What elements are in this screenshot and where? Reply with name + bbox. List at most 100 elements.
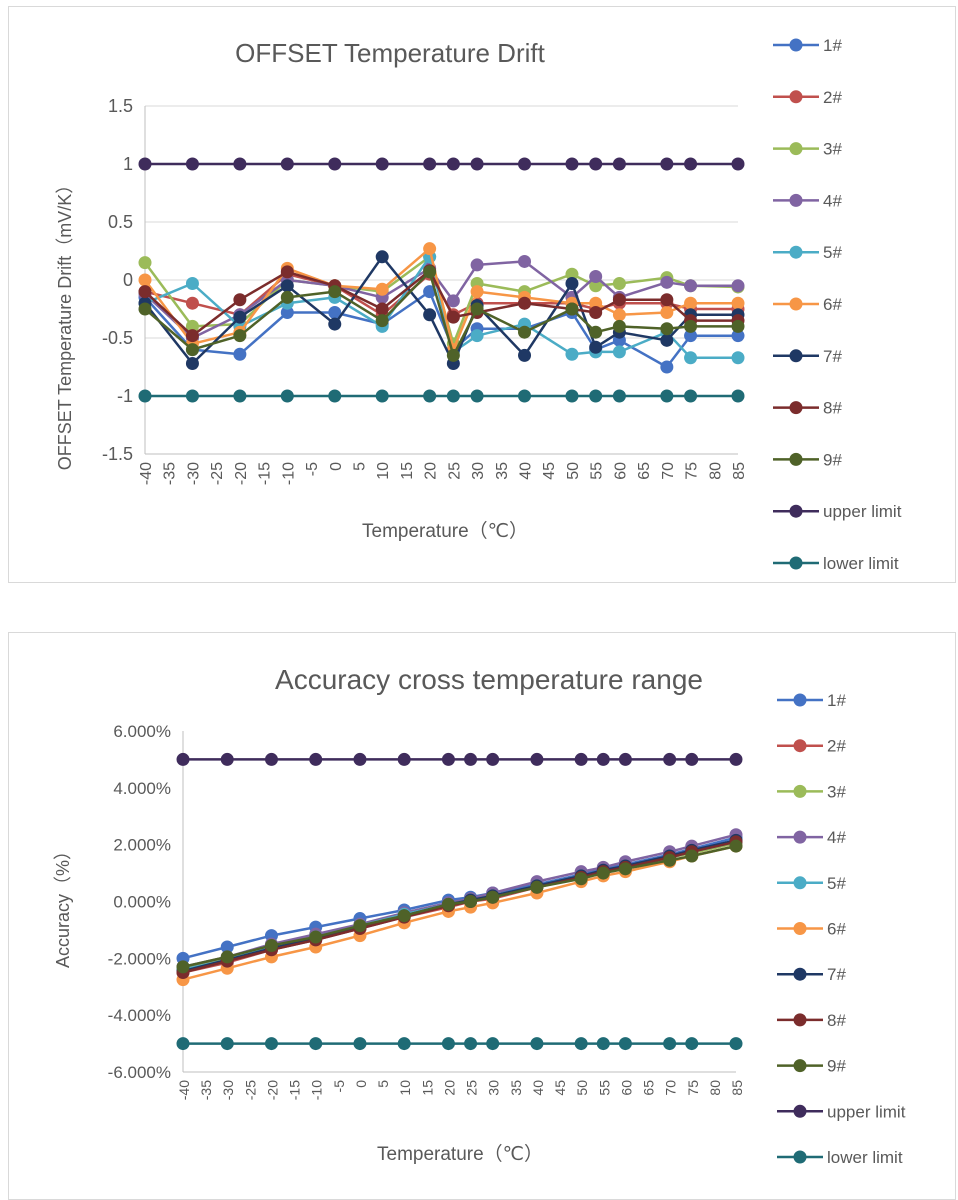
legend-marker	[793, 693, 807, 707]
data-point-lower-limit	[464, 1037, 478, 1051]
accuracy-chart-panel: Accuracy cross temperature range Tempera…	[8, 632, 956, 1200]
x-tick-label: 10	[397, 1080, 413, 1096]
data-point-8	[518, 296, 532, 310]
data-point-lower-limit	[397, 1037, 411, 1051]
data-point-lower-limit	[353, 1037, 367, 1051]
data-point-9	[470, 302, 484, 316]
legend-label: 2#	[823, 88, 842, 107]
data-point-upper-limit	[486, 752, 500, 766]
data-point-8	[446, 310, 460, 324]
data-point-9	[684, 319, 698, 333]
x-tick-label: 20	[441, 1080, 457, 1096]
legend-label: 4#	[827, 828, 846, 847]
data-point-3	[185, 319, 199, 333]
x-tick-label: 75	[685, 1080, 701, 1096]
data-point-8	[138, 285, 152, 299]
y-tick-label: 4.000%	[113, 779, 171, 798]
data-point-6	[375, 282, 389, 296]
data-point-lower-limit	[441, 1037, 455, 1051]
data-point-upper-limit	[464, 752, 478, 766]
data-point-upper-limit	[470, 157, 484, 171]
data-point-upper-limit	[518, 157, 532, 171]
y-tick-label: 1	[123, 154, 133, 174]
y-tick-label: 2.000%	[113, 836, 171, 855]
x-tick-label: -35	[198, 1080, 214, 1100]
data-point-9	[328, 285, 342, 299]
y-tick-label: -2.000%	[108, 949, 171, 968]
y-tick-label: 6.000%	[113, 722, 171, 741]
data-point-upper-limit	[280, 157, 294, 171]
data-point-lower-limit	[518, 389, 532, 403]
data-point-lower-limit	[176, 1037, 190, 1051]
data-point-lower-limit	[660, 389, 674, 403]
data-point-4	[731, 279, 745, 293]
data-point-9	[565, 302, 579, 316]
accuracy-chart: Accuracy cross temperature range Tempera…	[53, 664, 906, 1167]
data-point-7	[565, 276, 579, 290]
x-tick-label: 65	[636, 462, 653, 480]
x-tick-label: 70	[663, 1080, 679, 1096]
x-tick-label: -30	[220, 1080, 236, 1100]
data-point-5	[684, 351, 698, 365]
data-point-6	[684, 296, 698, 310]
x-tick-label: 85	[731, 462, 748, 480]
data-point-3	[138, 256, 152, 270]
data-point-9	[375, 314, 389, 328]
data-point-6	[612, 308, 626, 322]
legend-marker	[793, 922, 807, 935]
data-point-lower-limit	[138, 389, 152, 403]
data-point-6	[470, 285, 484, 299]
x-tick-label: 75	[684, 462, 701, 480]
data-point-lower-limit	[486, 1037, 500, 1051]
data-point-9	[309, 930, 323, 944]
y-axis-label: OFFSET Temperature Drift（mV/K）	[55, 176, 75, 470]
data-point-upper-limit	[397, 752, 411, 766]
data-point-4	[470, 258, 484, 272]
legend-marker	[789, 297, 803, 311]
data-point-8	[280, 265, 294, 279]
data-point-upper-limit	[618, 752, 632, 766]
data-point-lower-limit	[612, 389, 626, 403]
data-point-lower-limit	[446, 389, 460, 403]
data-point-9	[685, 849, 699, 863]
legend-label: 8#	[827, 1011, 846, 1030]
x-tick-label: 50	[565, 462, 582, 480]
data-point-8	[612, 293, 626, 307]
legend-label: upper limit	[827, 1102, 906, 1121]
data-point-9	[353, 919, 367, 933]
data-point-5	[731, 351, 745, 365]
legend-label: 8#	[823, 399, 842, 418]
data-point-upper-limit	[185, 157, 199, 171]
data-point-lower-limit	[685, 1037, 699, 1051]
legend-label: 6#	[827, 920, 846, 939]
chart-title: Accuracy cross temperature range	[275, 664, 703, 695]
x-tick-label: -25	[242, 1080, 258, 1100]
data-point-8	[233, 293, 247, 307]
x-tick-label: 0	[328, 462, 345, 471]
data-point-5	[565, 347, 579, 361]
data-point-upper-limit	[685, 752, 699, 766]
x-tick-label: 55	[596, 1080, 612, 1096]
x-tick-label: 80	[707, 1080, 723, 1096]
data-point-8	[660, 293, 674, 307]
data-point-4	[589, 270, 603, 284]
data-point-upper-limit	[353, 752, 367, 766]
data-point-lower-limit	[684, 389, 698, 403]
data-point-upper-limit	[441, 752, 455, 766]
legend-marker	[789, 504, 803, 518]
legend-label: 7#	[827, 965, 846, 984]
legend-marker	[789, 193, 803, 207]
data-point-7	[660, 333, 674, 347]
x-tick-label: 35	[494, 462, 511, 480]
data-point-lower-limit	[565, 389, 579, 403]
data-point-7	[185, 357, 199, 371]
data-point-lower-limit	[618, 1037, 632, 1051]
data-point-lower-limit	[729, 1037, 743, 1051]
offset-drift-chart-panel: OFFSET Temperature Drift Temperature（℃） …	[8, 6, 956, 583]
legend-label: lower limit	[823, 554, 899, 573]
data-point-upper-limit	[589, 157, 603, 171]
data-point-9	[176, 960, 190, 974]
legend-label: 1#	[823, 36, 842, 55]
legend-marker	[789, 452, 803, 466]
data-point-9	[530, 880, 544, 894]
